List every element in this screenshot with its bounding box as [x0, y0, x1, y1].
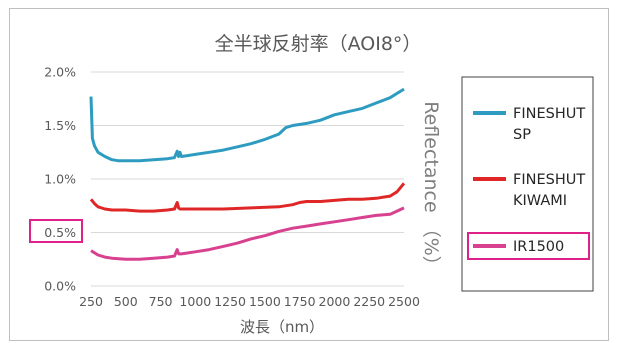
y-tick-label: 0.0% — [44, 279, 76, 294]
x-axis-label: 波長（nm） — [240, 318, 324, 336]
chart-title: 全半球反射率（AOI8°） — [215, 33, 422, 55]
x-tick-label: 1250 — [214, 294, 246, 309]
x-tick-label: 250 — [79, 294, 103, 309]
grid-lines — [91, 72, 404, 286]
legend-label: FINESHUT — [513, 106, 585, 122]
x-tick-label: 1750 — [284, 294, 316, 309]
x-tick-label: 2250 — [353, 294, 385, 309]
y-tick-label: 1.5% — [44, 118, 76, 133]
series-line — [91, 183, 404, 211]
series-line — [91, 208, 404, 259]
x-tick-label: 2500 — [388, 294, 420, 309]
x-tick-label: 500 — [114, 294, 138, 309]
legend-label: IR1500 — [513, 239, 564, 255]
y-tick-label: 0.5% — [44, 225, 76, 240]
series-line — [91, 89, 404, 161]
y-tick-label: 2.0% — [44, 65, 76, 80]
legend-label: KIWAMI — [513, 193, 567, 209]
y-axis-label: Reflectance （%） — [420, 101, 442, 275]
x-tick-label: 1500 — [249, 294, 281, 309]
legend-label: FINESHUT — [513, 172, 585, 188]
y-tick-labels: 0.0% 0.5% 1.0% 1.5% 2.0% — [44, 65, 76, 294]
x-tick-label: 1000 — [179, 294, 211, 309]
legend-label: SP — [513, 127, 531, 143]
x-tick-label: 750 — [149, 294, 173, 309]
y-tick-label: 1.0% — [44, 172, 76, 187]
x-tick-labels: 250 500 750 1000 1250 1500 1750 2000 2250 2500 — [79, 294, 420, 309]
series-lines — [91, 89, 404, 259]
x-tick-label: 2000 — [319, 294, 351, 309]
